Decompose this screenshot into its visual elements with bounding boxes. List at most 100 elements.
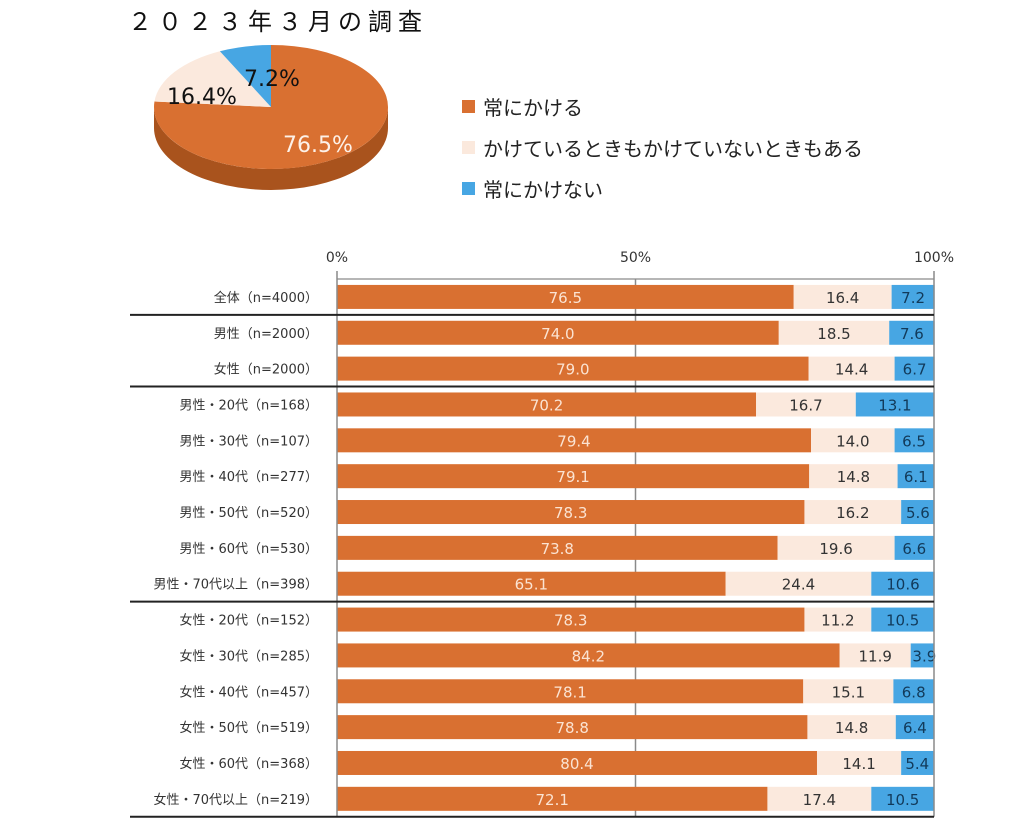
bar-value-label: 7.2 — [901, 289, 925, 307]
bar-value-label: 5.4 — [905, 755, 929, 773]
category-label: 女性（n=2000） — [214, 362, 318, 378]
x-tick-label: 100% — [914, 250, 954, 266]
category-label: 男性・50代（n=520） — [180, 506, 319, 521]
pie-slice — [154, 45, 389, 169]
x-tick-label: 50% — [620, 250, 651, 266]
legend-label: かけているときもかけていないときもある — [483, 137, 863, 161]
pie-chart: 76.5% 16.4% 7.2% — [154, 45, 389, 190]
bar-segment — [807, 715, 896, 740]
bar-segment — [337, 607, 805, 632]
category-label: 男性・60代（n=530） — [180, 542, 319, 557]
bar-value-label: 11.9 — [858, 647, 891, 665]
bar-segment — [803, 679, 894, 704]
bar-value-label: 6.5 — [902, 432, 926, 450]
category-label: 女性・20代（n=152） — [180, 613, 319, 629]
category-label: 女性・70代以上（n=219） — [154, 792, 319, 808]
bar-value-label: 15.1 — [832, 683, 865, 701]
bar-value-label: 19.6 — [819, 540, 852, 558]
category-label: 男性・30代（n=107） — [180, 434, 319, 449]
bar-segment — [839, 643, 911, 668]
chart-title: ２０２３年３月の調査 — [128, 8, 428, 36]
bar-value-label: 79.4 — [557, 432, 590, 450]
category-label: 男性（n=2000） — [214, 327, 318, 342]
bar-value-label: 6.8 — [902, 683, 926, 701]
pie-data-label: 7.2% — [244, 67, 300, 92]
bar-value-label: 24.4 — [782, 576, 815, 594]
bar-value-label: 14.4 — [835, 361, 868, 379]
bar-value-label: 65.1 — [515, 576, 548, 594]
bar-value-label: 73.8 — [541, 540, 574, 558]
bar-value-label: 76.5 — [549, 289, 582, 307]
bar-segment — [337, 715, 808, 740]
bar-segment — [337, 500, 805, 525]
bar-value-label: 80.4 — [560, 755, 593, 773]
bar-value-label: 84.2 — [572, 647, 605, 665]
legend-swatch — [462, 182, 475, 195]
bar-segment — [337, 320, 779, 345]
bar-value-label: 3.9 — [912, 647, 936, 665]
bar-value-label: 79.1 — [556, 468, 589, 486]
bar-value-label: 78.3 — [554, 612, 587, 630]
bar-segment — [895, 715, 934, 740]
bar-value-label: 5.6 — [906, 504, 930, 522]
bar-segment — [725, 571, 872, 596]
bar-value-label: 16.2 — [836, 504, 869, 522]
bar-value-label: 14.8 — [835, 719, 868, 737]
pie-data-label: 16.4% — [167, 85, 237, 110]
bar-segment — [855, 392, 934, 417]
legend-item: 常にかける — [462, 86, 863, 127]
bar-segment — [893, 679, 934, 704]
bar-segment — [767, 786, 872, 811]
bar-segment — [777, 535, 895, 560]
legend-label: 常にかけない — [483, 178, 603, 202]
legend-swatch — [462, 141, 475, 154]
bar-segment — [809, 464, 898, 489]
bar-value-label: 13.1 — [878, 396, 911, 414]
bar-segment — [871, 786, 934, 811]
bar-segment — [894, 356, 935, 381]
bar-value-label: 14.1 — [842, 755, 875, 773]
bar-segment — [901, 750, 934, 775]
legend-item: 常にかけない — [462, 168, 863, 209]
bar-value-label: 6.7 — [903, 361, 927, 379]
pie-slice — [219, 45, 271, 107]
legend-label: 常にかける — [483, 96, 583, 120]
legend-swatch — [462, 100, 475, 113]
bar-segment — [778, 320, 890, 345]
bar-value-label: 10.5 — [886, 612, 919, 630]
bar-value-label: 16.7 — [789, 396, 822, 414]
bar-segment — [756, 392, 856, 417]
bar-segment — [910, 643, 934, 668]
category-label: 女性・50代（n=519） — [180, 720, 319, 736]
bar-segment — [337, 679, 804, 704]
bar-segment — [901, 500, 935, 525]
legend: 常にかけるかけているときもかけていないときもある 常にかけない — [462, 86, 863, 209]
category-label: 男性・20代（n=168） — [180, 398, 319, 413]
category-label: 女性・60代（n=368） — [180, 756, 319, 772]
bar-value-label: 10.5 — [886, 791, 919, 809]
bar-segment — [337, 535, 778, 560]
bar-value-label: 6.1 — [904, 468, 928, 486]
bar-segment — [894, 535, 934, 560]
category-label: 女性・30代（n=285） — [180, 648, 319, 664]
bar-value-label: 70.2 — [530, 396, 563, 414]
bar-segment — [337, 464, 810, 489]
bar-value-label: 14.8 — [837, 468, 870, 486]
bar-segment — [808, 356, 895, 381]
bar-segment — [816, 750, 902, 775]
bar-segment — [897, 464, 934, 489]
bar-value-label: 6.4 — [903, 719, 927, 737]
bar-value-label: 11.2 — [821, 612, 854, 630]
bar-segment — [804, 607, 872, 632]
bar-value-label: 18.5 — [817, 325, 850, 343]
bar-value-label: 78.1 — [553, 683, 586, 701]
bar-segment — [337, 392, 757, 417]
bar-value-label: 16.4 — [826, 289, 859, 307]
bar-value-label: 7.6 — [900, 325, 924, 343]
x-tick-label: 0% — [326, 250, 348, 266]
bar-value-label: 17.4 — [803, 791, 836, 809]
bar-segment — [871, 607, 934, 632]
bar-segment — [891, 284, 935, 309]
bar-value-label: 10.6 — [886, 576, 919, 594]
